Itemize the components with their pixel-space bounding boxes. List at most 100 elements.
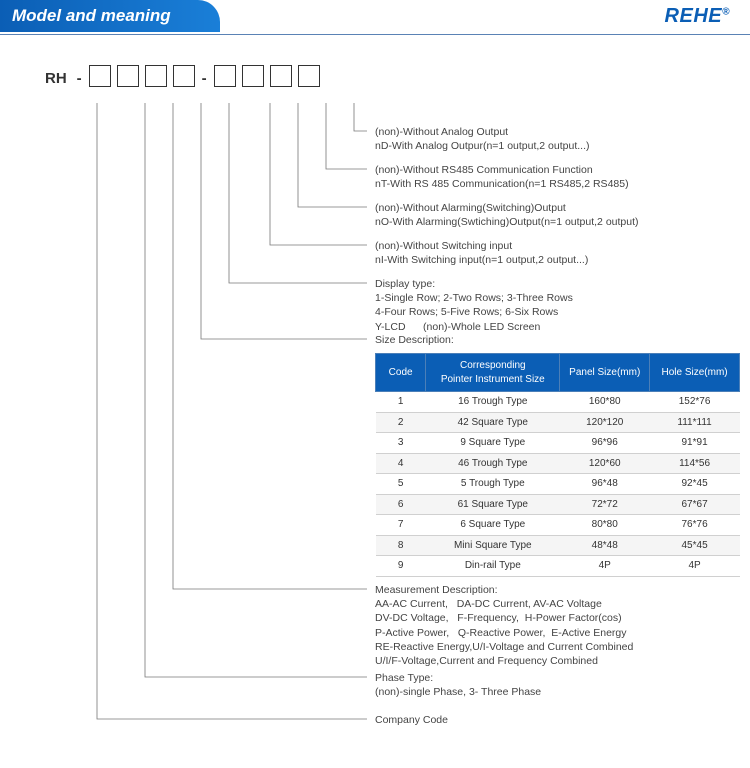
table-row: 242 Square Type120*120111*111 (376, 412, 740, 433)
table-cell: 92*45 (650, 474, 740, 495)
desc-line: (non)-Without Analog Output (375, 125, 590, 139)
table-cell: 16 Trough Type (426, 392, 560, 413)
table-cell: Mini Square Type (426, 535, 560, 556)
title-bar: Model and meaning (0, 0, 220, 32)
table-row: 39 Square Type96*9691*91 (376, 433, 740, 454)
model-box (298, 65, 320, 87)
table-header-cell: Code (376, 354, 426, 392)
table-cell: Din-rail Type (426, 556, 560, 577)
table-header-cell: CorrespondingPointer Instrument Size (426, 354, 560, 392)
model-box (145, 65, 167, 87)
model-box (89, 65, 111, 87)
table-header-cell: Hole Size(mm) (650, 354, 740, 392)
connector-line (97, 103, 367, 719)
table-cell: 6 (376, 494, 426, 515)
model-sep-2: - (202, 70, 207, 87)
table-cell: 6 Square Type (426, 515, 560, 536)
desc-line: Company Code (375, 713, 448, 727)
desc-switchin: (non)-Without Switching inputnI-With Swi… (375, 239, 588, 267)
table-cell: 4P (560, 556, 650, 577)
desc-line: U/I/F-Voltage,Current and Frequency Comb… (375, 654, 633, 668)
desc-line: nD-With Analog Outpur(n=1 output,2 outpu… (375, 139, 590, 153)
model-box (173, 65, 195, 87)
table-cell: 152*76 (650, 392, 740, 413)
desc-line: RE-Reactive Energy,U/I-Voltage and Curre… (375, 640, 633, 654)
table-cell: 7 (376, 515, 426, 536)
table-cell: 120*120 (560, 412, 650, 433)
table-cell: 42 Square Type (426, 412, 560, 433)
desc-phase: Phase Type:(non)-single Phase, 3- Three … (375, 671, 541, 699)
size-table: CodeCorrespondingPointer Instrument Size… (375, 353, 740, 577)
table-row: 55 Trough Type96*4892*45 (376, 474, 740, 495)
desc-line: 1-Single Row; 2-Two Rows; 3-Three Rows (375, 291, 573, 305)
table-row: 446 Trough Type120*60114*56 (376, 453, 740, 474)
desc-line: AA-AC Current, DA-DC Current, AV-AC Volt… (375, 597, 633, 611)
desc-analog: (non)-Without Analog OutputnD-With Analo… (375, 125, 590, 153)
model-box (214, 65, 236, 87)
connector-line (173, 103, 367, 589)
table-cell: 4 (376, 453, 426, 474)
model-group-1 (86, 65, 198, 91)
table-cell: 9 Square Type (426, 433, 560, 454)
table-cell: 96*48 (560, 474, 650, 495)
connector-line (298, 103, 367, 207)
table-cell: 2 (376, 412, 426, 433)
table-cell: 114*56 (650, 453, 740, 474)
content: RH - - (non)-Without Analog OutputnD-Wit… (0, 35, 750, 123)
model-sep-1: - (77, 70, 82, 87)
desc-measure: Measurement Description:AA-AC Current, D… (375, 583, 633, 668)
desc-line: (non)-Without Switching input (375, 239, 588, 253)
desc-line: nI-With Switching input(n=1 output,2 out… (375, 253, 588, 267)
model-group-2 (211, 65, 323, 91)
table-cell: 120*60 (560, 453, 650, 474)
brand-logo: REHE® (665, 5, 750, 28)
brand-name: REHE (665, 5, 723, 27)
table-cell: 46 Trough Type (426, 453, 560, 474)
desc-line: Phase Type: (375, 671, 541, 685)
table-cell: 3 (376, 433, 426, 454)
table-cell: 76*76 (650, 515, 740, 536)
connector-line (145, 103, 367, 677)
table-cell: 61 Square Type (426, 494, 560, 515)
model-box (117, 65, 139, 87)
connector-line (201, 103, 367, 339)
table-cell: 45*45 (650, 535, 740, 556)
connector-line (270, 103, 367, 245)
desc-line: (non)-Without Alarming(Switching)Output (375, 201, 639, 215)
table-cell: 48*48 (560, 535, 650, 556)
table-cell: 160*80 (560, 392, 650, 413)
table-header-cell: Panel Size(mm) (560, 354, 650, 392)
desc-alarm: (non)-Without Alarming(Switching)Outputn… (375, 201, 639, 229)
model-prefix: RH (45, 70, 67, 87)
desc-line: P-Active Power, Q-Reactive Power, E-Acti… (375, 626, 633, 640)
connector-line (326, 103, 367, 169)
table-cell: 80*80 (560, 515, 650, 536)
table-cell: 9 (376, 556, 426, 577)
brand-reg: ® (722, 6, 730, 17)
desc-display: Display type:1-Single Row; 2-Two Rows; 3… (375, 277, 573, 334)
table-cell: 8 (376, 535, 426, 556)
table-cell: 111*111 (650, 412, 740, 433)
table-row: 76 Square Type80*8076*76 (376, 515, 740, 536)
table-cell: 72*72 (560, 494, 650, 515)
model-box (270, 65, 292, 87)
connector-line (229, 103, 367, 283)
table-cell: 96*96 (560, 433, 650, 454)
desc-line: Size Description: (375, 333, 740, 347)
desc-line: Measurement Description: (375, 583, 633, 597)
table-cell: 91*91 (650, 433, 740, 454)
desc-company: Company Code (375, 713, 448, 727)
desc-size: Size Description: CodeCorrespondingPointe… (375, 333, 740, 577)
desc-line: nO-With Alarming(Swtiching)Output(n=1 ou… (375, 215, 639, 229)
table-cell: 5 Trough Type (426, 474, 560, 495)
table-cell: 4P (650, 556, 740, 577)
table-cell: 5 (376, 474, 426, 495)
table-row: 9Din-rail Type4P4P (376, 556, 740, 577)
header: Model and meaning REHE® (0, 0, 750, 32)
desc-line: nT-With RS 485 Communication(n=1 RS485,2… (375, 177, 629, 191)
page-title: Model and meaning (12, 6, 171, 25)
model-box (242, 65, 264, 87)
table-row: 8Mini Square Type48*4845*45 (376, 535, 740, 556)
connector-line (354, 103, 367, 131)
desc-line: Y-LCD (non)-Whole LED Screen (375, 320, 573, 334)
